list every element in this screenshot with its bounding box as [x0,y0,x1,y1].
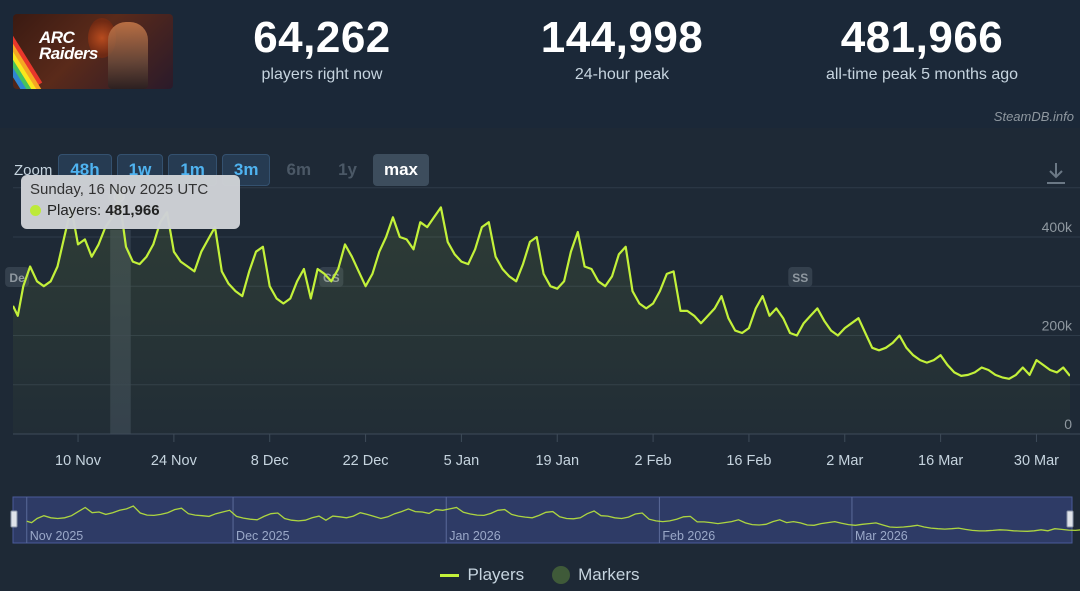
logo-text: ARC Raiders [39,28,98,63]
zoom-1y-button: 1y [338,160,357,179]
stat-current-value: 64,262 [253,13,391,62]
stat-24h-peak-label: 24-hour peak [574,66,670,83]
navigator-handle-right[interactable] [1066,510,1074,528]
zoom-max-button[interactable]: max [372,154,430,186]
download-icon[interactable] [1045,160,1067,186]
navigator-label: Mar 2026 [855,529,908,543]
stat-all-time-peak-label: all-time peak 5 months ago [825,66,1019,83]
legend-markers-label: Markers [578,565,640,584]
logo-text-line1: ARC [39,28,75,47]
logo-figure [108,22,148,89]
navigator-label: Dec 2025 [236,529,290,543]
y-tick-label: 200k [1042,317,1073,333]
x-tick-label: 10 Nov [55,453,102,469]
stat-24h-peak-value: 144,998 [540,13,704,62]
tooltip-row: Players: 481,966 [30,200,231,222]
chart-legend: Players Markers [0,565,1080,585]
x-tick-label: 22 Dec [343,453,389,469]
marker-badge[interactable] [788,267,813,287]
x-axis-ticks: 10 Nov 24 Nov 8 Dec 22 Dec 5 Jan 19 Jan 2 Feb 1… [55,434,1059,469]
chart-tooltip: Sunday, 16 Nov 2025 UTC Players: 481,966 [21,175,240,229]
x-tick-label: 16 Mar [918,453,963,469]
y-axis-labels: 0 200k 400k [1042,219,1073,432]
marker-label: De [9,271,25,285]
players-line [13,195,1070,380]
legend-players[interactable]: Players [440,565,524,585]
stat-current-label: players right now [261,66,383,83]
x-tick-label: 8 Dec [251,453,289,469]
navigator[interactable]: Nov 2025 Dec 2025 Jan 2026 Feb 2026 Mar 2026 [10,496,1080,544]
x-tick-label: 30 Mar [1014,453,1059,469]
line-icon [440,573,460,577]
x-tick-label: 16 Feb [726,453,771,469]
steamdb-watermark[interactable]: SteamDB.info [993,109,1074,124]
players-area [13,196,1070,434]
tooltip-date: Sunday, 16 Nov 2025 UTC [30,181,209,198]
logo-text-line2: Raiders [39,44,98,63]
header: ARC Raiders 64,262 players right now 144… [0,0,1080,106]
game-logo[interactable]: ARC Raiders [13,14,173,89]
x-tick-label: 2 Feb [635,453,672,469]
x-tick-label: 19 Jan [535,453,579,469]
players-chart[interactable]: De CS SS 10 Nov 24 Nov 8 Dec 22 Dec 5 Jan 19 Ja… [0,128,1080,591]
tooltip-series-label: Players: [47,202,102,219]
navigator-label: Feb 2026 [662,529,715,543]
zoom-label: Zoom [14,161,53,179]
y-tick-label: 0 [1064,416,1072,432]
legend-markers[interactable]: Markers [552,565,640,585]
x-tick-label: 5 Jan [444,453,479,469]
marker-dot-icon [552,566,571,584]
legend-players-label: Players [467,565,525,584]
navigator-line [26,505,1080,532]
x-tick-label: 2 Mar [826,453,863,469]
y-tick-label: 400k [1042,219,1073,235]
stat-24h-peak: 144,998 24-hour peak [522,14,722,84]
navigator-track [13,497,1072,543]
x-tick-label: 24 Nov [151,453,198,469]
navigator-selection[interactable] [12,496,1073,544]
stat-all-time-peak-value: 481,966 [840,13,1004,62]
navigator-handle-left[interactable] [10,510,18,528]
zoom-6m-button: 6m [286,160,312,179]
stat-all-time-peak: 481,966 all-time peak 5 months ago [792,14,1052,84]
stat-current: 64,262 players right now [222,14,422,84]
tooltip-value: 481,966 [105,202,160,219]
navigator-label: Nov 2025 [30,529,84,543]
marker-badge[interactable] [5,267,30,287]
navigator-label: Jan 2026 [449,529,500,543]
series-dot-icon [30,205,41,216]
marker-label: SS [792,271,808,285]
